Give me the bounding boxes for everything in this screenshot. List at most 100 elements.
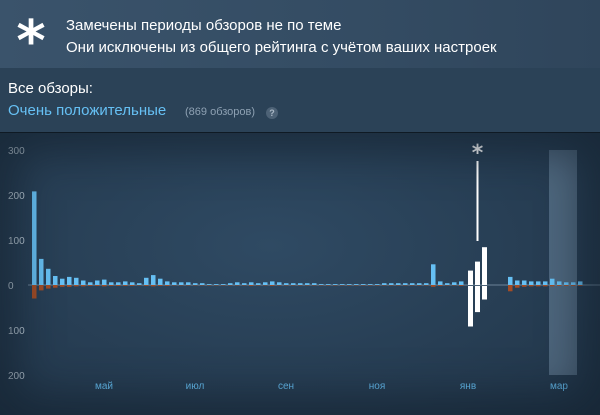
negative-bar	[270, 285, 275, 286]
positive-bar	[207, 284, 212, 285]
positive-bar	[151, 275, 156, 285]
positive-bar	[186, 282, 191, 285]
positive-bar	[109, 282, 114, 285]
positive-bar	[214, 284, 219, 285]
negative-bar	[81, 285, 86, 287]
negative-bar	[515, 285, 520, 288]
notice-title: Замечены периоды обзоров не по теме	[66, 17, 342, 34]
positive-bar	[123, 281, 128, 285]
positive-bar	[571, 282, 576, 285]
positive-bar	[242, 283, 247, 285]
y-tick-label: 300	[8, 146, 25, 157]
review-summary: Все обзоры: Очень положительные (869 обз…	[0, 68, 600, 132]
positive-bar	[536, 281, 541, 285]
positive-bar	[382, 283, 387, 285]
asterisk-icon: *	[16, 9, 46, 74]
negative-bar	[431, 285, 436, 287]
negative-bar	[165, 285, 170, 286]
negative-bar	[95, 285, 100, 286]
negative-bar	[578, 285, 583, 286]
selected-range	[549, 150, 577, 375]
positive-bar	[137, 283, 142, 285]
positive-bar	[284, 283, 289, 285]
positive-bar	[193, 283, 198, 285]
negative-bar	[249, 285, 254, 286]
positive-bar	[228, 283, 233, 285]
negative-bar	[522, 285, 527, 287]
positive-bar	[32, 191, 37, 285]
positive-bar	[249, 282, 254, 285]
positive-bar	[179, 282, 184, 285]
x-tick-label: мар	[550, 381, 568, 392]
positive-bar	[102, 279, 107, 285]
positive-bar	[368, 284, 373, 285]
positive-bar	[256, 283, 261, 285]
positive-bar	[431, 264, 436, 285]
negative-bar	[130, 285, 135, 286]
negative-bar	[151, 285, 156, 287]
y-tick-label: 200	[8, 191, 25, 202]
positive-bar	[158, 278, 163, 285]
positive-bar	[144, 277, 149, 285]
positive-bar	[417, 283, 422, 285]
positive-bar	[529, 281, 534, 285]
negative-bar	[564, 285, 569, 286]
positive-bar	[319, 284, 324, 285]
positive-bar	[88, 282, 93, 285]
negative-bar	[158, 285, 163, 286]
positive-bar	[235, 282, 240, 285]
x-tick-label: ноя	[369, 381, 386, 392]
positive-bar	[340, 284, 345, 285]
positive-bar	[116, 282, 121, 285]
y-tick-label: 0	[8, 281, 14, 292]
negative-bar	[571, 285, 576, 286]
positive-bar	[277, 282, 282, 285]
negative-bar	[123, 285, 128, 286]
positive-bar	[375, 284, 380, 285]
negative-bar	[508, 285, 513, 292]
offtopic-positive-bar	[475, 261, 480, 285]
divider	[0, 132, 600, 133]
positive-bar	[438, 281, 443, 285]
y-tick-label: 200	[8, 371, 25, 382]
negative-bar	[536, 285, 541, 287]
positive-bar	[67, 276, 72, 285]
positive-bar	[74, 277, 79, 285]
offtopic-notice-banner: * Замечены периоды обзоров не по теме Он…	[0, 0, 600, 74]
positive-bar	[53, 276, 58, 285]
positive-bar	[578, 281, 583, 285]
negative-bar	[550, 285, 555, 287]
positive-bar	[60, 278, 65, 285]
help-icon[interactable]: ?	[266, 107, 278, 119]
offtopic-negative-bar	[468, 286, 473, 327]
positive-bar	[291, 283, 296, 285]
offtopic-negative-bar	[475, 286, 480, 313]
x-tick-label: май	[95, 381, 113, 392]
positive-bar	[389, 283, 394, 285]
negative-bar	[543, 285, 548, 287]
offtopic-positive-bar	[482, 247, 487, 285]
review-score-link[interactable]: Очень положительные	[8, 102, 167, 119]
positive-bar	[46, 268, 51, 285]
positive-bar	[396, 283, 401, 285]
offtopic-positive-bar	[468, 270, 473, 285]
positive-bar	[221, 284, 226, 285]
positive-bar	[165, 281, 170, 285]
x-tick-label: янв	[460, 381, 476, 392]
y-tick-label: 100	[8, 326, 25, 337]
positive-bar	[81, 280, 86, 285]
all-reviews-label: Все обзоры:	[8, 80, 93, 97]
positive-bar	[361, 284, 366, 285]
positive-bar	[557, 281, 562, 285]
offtopic-annotation: *	[472, 141, 484, 166]
negative-bar	[144, 285, 149, 286]
positive-bar	[564, 282, 569, 285]
positive-bar	[270, 281, 275, 285]
positive-bar	[263, 282, 268, 285]
positive-bar	[459, 281, 464, 285]
negative-bar	[459, 285, 464, 286]
positive-bar	[445, 283, 450, 285]
y-tick-label: 100	[8, 236, 25, 247]
negative-bar	[53, 285, 58, 288]
notice-description: Они исключены из общего рейтинга с учёто…	[66, 39, 497, 56]
